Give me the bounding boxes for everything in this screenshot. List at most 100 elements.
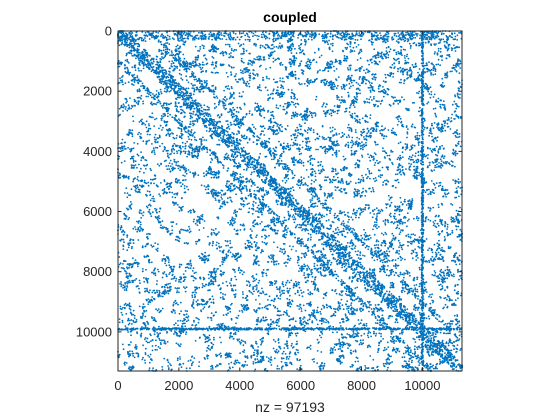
nonzero-point — [292, 186, 294, 189]
nonzero-point — [160, 119, 163, 121]
nonzero-point — [238, 341, 241, 343]
nonzero-point — [393, 131, 395, 134]
nonzero-point — [458, 135, 461, 138]
nonzero-point — [164, 262, 167, 265]
nonzero-point — [190, 82, 193, 85]
nonzero-point — [447, 332, 449, 335]
nonzero-point — [395, 99, 398, 102]
nonzero-point — [251, 64, 253, 66]
nonzero-point — [267, 255, 270, 258]
nonzero-point — [179, 231, 181, 233]
nonzero-point — [279, 250, 281, 253]
nonzero-point — [285, 330, 287, 333]
nonzero-point — [411, 123, 414, 126]
nonzero-point — [332, 253, 334, 256]
nonzero-point — [136, 186, 139, 189]
nonzero-point — [171, 225, 174, 228]
nonzero-point — [374, 322, 377, 324]
nonzero-point — [390, 151, 392, 153]
nonzero-point — [300, 289, 302, 292]
nonzero-point — [256, 56, 259, 58]
nonzero-point — [427, 218, 430, 221]
nonzero-point — [392, 215, 395, 218]
nonzero-point — [414, 152, 417, 155]
nonzero-point — [274, 166, 276, 169]
nonzero-point — [265, 307, 268, 310]
nonzero-point — [171, 167, 173, 170]
nonzero-point — [457, 140, 460, 143]
nonzero-point — [286, 262, 289, 264]
nonzero-point — [389, 286, 392, 289]
nonzero-point — [287, 187, 289, 190]
nonzero-point — [159, 310, 162, 313]
nonzero-point — [289, 148, 291, 151]
nonzero-point — [296, 340, 298, 343]
nonzero-point — [458, 87, 461, 90]
nonzero-point — [146, 130, 149, 133]
nonzero-point — [138, 88, 141, 91]
nonzero-point — [309, 67, 312, 70]
nonzero-point — [236, 338, 239, 341]
nonzero-point — [192, 209, 195, 212]
nonzero-point — [275, 348, 278, 351]
nonzero-point — [154, 319, 157, 322]
nonzero-point — [131, 135, 134, 138]
nonzero-point — [211, 295, 214, 298]
nonzero-point — [395, 218, 397, 221]
nonzero-point — [185, 286, 188, 289]
nonzero-point — [163, 120, 166, 123]
nonzero-point — [407, 61, 410, 64]
nonzero-point — [142, 307, 144, 310]
nonzero-point — [261, 45, 264, 47]
nonzero-point — [272, 147, 275, 150]
nonzero-point — [222, 314, 225, 316]
nonzero-point — [237, 42, 240, 45]
nonzero-point — [360, 280, 362, 283]
nonzero-point — [356, 121, 359, 124]
nonzero-point — [433, 270, 436, 272]
nonzero-point — [359, 92, 361, 95]
nonzero-point — [385, 348, 388, 351]
nonzero-point — [351, 280, 353, 283]
nonzero-point — [408, 168, 410, 170]
nonzero-point — [454, 95, 457, 98]
nonzero-point — [156, 163, 159, 166]
nonzero-point — [179, 281, 182, 283]
nonzero-point — [331, 178, 334, 181]
nonzero-point — [244, 340, 246, 343]
nonzero-point — [160, 339, 163, 342]
nonzero-point — [232, 189, 234, 192]
nonzero-point — [126, 53, 128, 55]
nonzero-point — [371, 256, 374, 259]
nonzero-point — [411, 198, 414, 200]
nonzero-point — [217, 170, 220, 172]
nonzero-point — [213, 338, 215, 341]
nonzero-point — [264, 316, 267, 319]
nonzero-point — [448, 43, 451, 46]
nonzero-point — [205, 170, 208, 173]
nonzero-point — [438, 234, 441, 236]
nonzero-point — [165, 124, 168, 127]
nonzero-point — [233, 161, 236, 164]
nonzero-point — [165, 256, 168, 258]
nonzero-point — [235, 230, 238, 232]
nonzero-point — [355, 162, 358, 165]
nonzero-point — [331, 181, 334, 184]
nonzero-point — [234, 293, 237, 295]
nonzero-point — [451, 165, 453, 167]
nonzero-point — [131, 54, 134, 57]
nonzero-point — [367, 71, 369, 73]
nonzero-point — [328, 48, 331, 51]
nonzero-point — [242, 187, 245, 190]
nonzero-point — [118, 65, 121, 68]
nonzero-point — [254, 368, 257, 371]
nonzero-point — [251, 344, 254, 347]
nonzero-point — [142, 214, 144, 217]
nonzero-point — [427, 206, 430, 209]
nonzero-point — [198, 255, 200, 258]
nonzero-point — [147, 354, 150, 357]
nonzero-point — [426, 127, 428, 130]
nonzero-point — [227, 325, 230, 328]
nonzero-point — [134, 344, 137, 346]
nonzero-point — [377, 125, 379, 128]
